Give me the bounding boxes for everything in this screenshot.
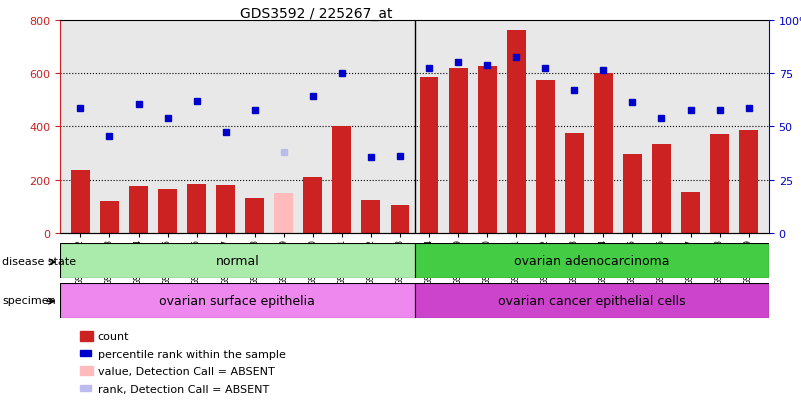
Text: value, Detection Call = ABSENT: value, Detection Call = ABSENT (98, 366, 275, 376)
Bar (415, 244, 769, 279)
Text: ovarian surface epithelia: ovarian surface epithelia (159, 294, 316, 307)
Bar (129, 187, 148, 233)
Bar (216, 185, 235, 233)
Text: specimen: specimen (2, 295, 56, 305)
Text: ovarian adenocarcinoma: ovarian adenocarcinoma (514, 255, 670, 268)
Bar (449, 69, 468, 233)
Text: percentile rank within the sample: percentile rank within the sample (98, 349, 286, 359)
Bar (100, 202, 119, 233)
Bar (477, 67, 497, 233)
Bar (536, 81, 555, 233)
Bar (391, 205, 409, 233)
Bar (681, 192, 700, 233)
Text: rank, Detection Call = ABSENT: rank, Detection Call = ABSENT (98, 384, 269, 394)
Bar (332, 127, 352, 233)
Bar (594, 74, 613, 233)
Bar (652, 144, 671, 233)
Bar (60, 283, 415, 318)
Bar (274, 193, 293, 233)
Bar (623, 155, 642, 233)
Bar (60, 244, 415, 279)
Bar (739, 131, 758, 233)
Text: count: count (98, 332, 129, 342)
Bar (361, 200, 380, 233)
Bar (304, 178, 322, 233)
Bar (507, 31, 525, 233)
Text: GDS3592 / 225267_at: GDS3592 / 225267_at (240, 7, 392, 21)
Bar (245, 199, 264, 233)
Text: normal: normal (215, 255, 260, 268)
Bar (565, 134, 584, 233)
Bar (710, 135, 729, 233)
Text: disease state: disease state (2, 256, 77, 266)
Bar (71, 171, 90, 233)
Bar (158, 190, 177, 233)
Bar (420, 78, 438, 233)
Bar (415, 283, 769, 318)
Text: ovarian cancer epithelial cells: ovarian cancer epithelial cells (498, 294, 686, 307)
Bar (187, 184, 206, 233)
